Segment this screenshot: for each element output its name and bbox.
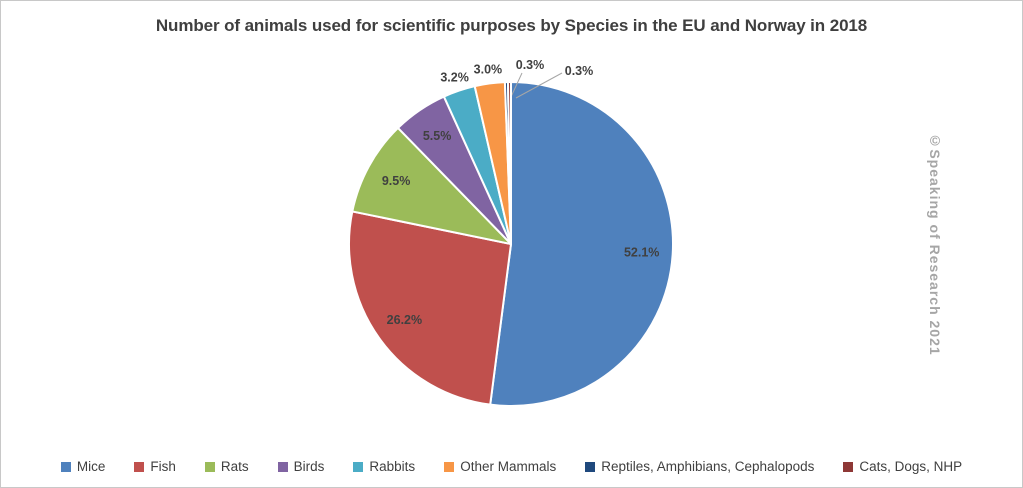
pie-slice-cats-dogs-nhp: [506, 81, 512, 245]
legend: Mice Fish Rats Birds Rabbits Other Mammals Rep…: [1, 459, 1022, 474]
legend-label: Reptiles, Amphibians, Cephalopods: [601, 459, 815, 474]
legend-swatch-icon: [353, 461, 364, 472]
legend-swatch-icon: [585, 461, 596, 472]
slice-value-label-birds: 5.5%: [423, 129, 452, 143]
pie-slice-mice: [489, 81, 675, 407]
slice-value-label-other-mammals: 3.0%: [474, 63, 503, 77]
slice-value-label-reptiles-amphibians-cephalopods: 0.3%: [516, 58, 545, 72]
chart-title: Number of animals used for scientific pu…: [155, 16, 868, 35]
slice-value-label-rats: 9.5%: [382, 174, 411, 188]
legend-item-rabbits: Rabbits: [353, 459, 415, 474]
slice-value-label-fish: 26.2%: [387, 313, 422, 327]
legend-swatch-icon: [204, 461, 215, 472]
legend-item-fish: Fish: [134, 459, 176, 474]
legend-label: Cats, Dogs, NHP: [859, 459, 963, 474]
legend-label: Birds: [293, 459, 325, 474]
label-leader-line: [515, 72, 563, 99]
legend-label: Fish: [150, 459, 176, 474]
pie-slice-rats: [351, 126, 512, 245]
legend-label: Mice: [76, 459, 106, 474]
legend-swatch-icon: [843, 461, 854, 472]
legend-swatch-icon: [60, 461, 71, 472]
slice-value-label-cats-dogs-nhp: 0.3%: [565, 64, 594, 78]
legend-item-mice: Mice: [60, 459, 106, 474]
slice-value-label-rabbits: 3.2%: [440, 70, 469, 84]
legend-swatch-icon: [277, 461, 288, 472]
legend-item-cats-dogs-nhp: Cats, Dogs, NHP: [843, 459, 962, 474]
legend-item-reptiles-amphibians-cephalopods: Reptiles, Amphibians, Cephalopods: [585, 459, 814, 474]
watermark: ©Speaking of Research 2021: [927, 132, 943, 356]
legend-label: Rabbits: [369, 459, 416, 474]
pie-slice-fish: [348, 210, 512, 406]
slice-value-label-mice: 52.1%: [624, 245, 659, 259]
legend-item-other-mammals: Other Mammals: [444, 459, 556, 474]
legend-item-birds: Birds: [277, 459, 325, 474]
legend-item-rats: Rats: [204, 459, 249, 474]
legend-label: Other Mammals: [460, 459, 557, 474]
legend-swatch-icon: [444, 461, 455, 472]
legend-swatch-icon: [134, 461, 145, 472]
legend-label: Rats: [220, 459, 249, 474]
